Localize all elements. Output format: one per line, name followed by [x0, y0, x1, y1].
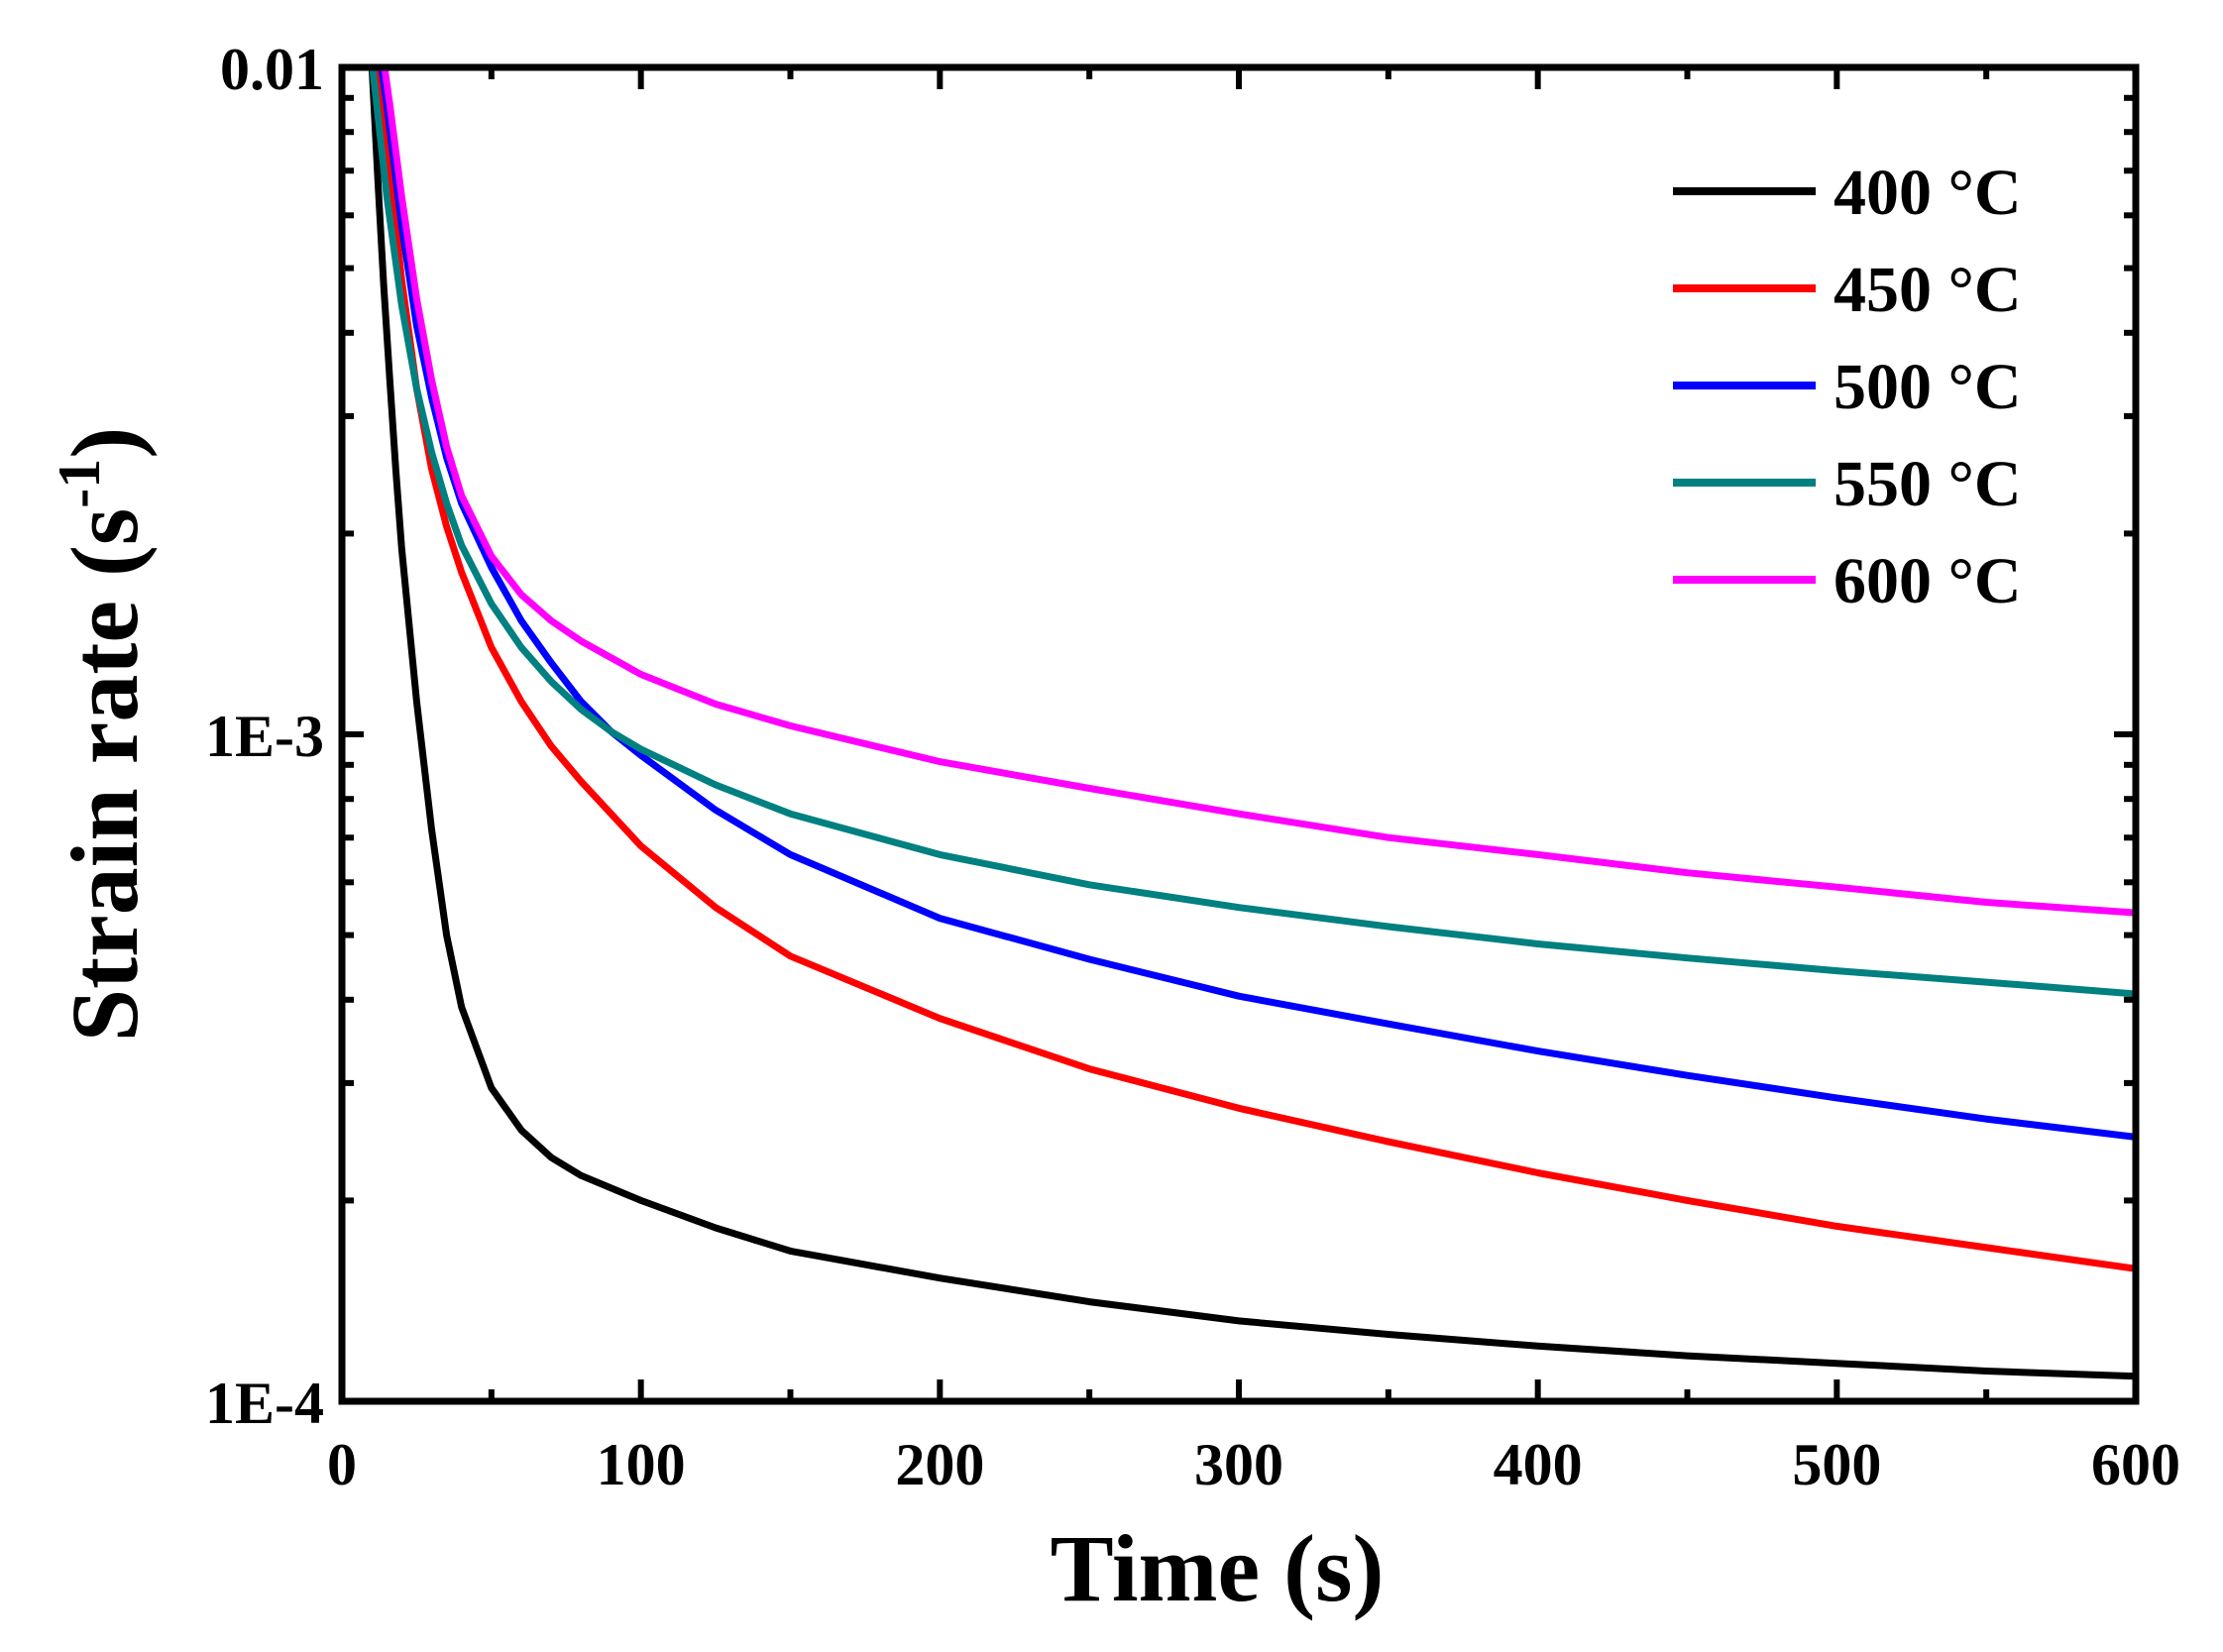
y-tick-label: 1E-3: [205, 704, 324, 769]
x-axis-title: Time (s): [1051, 1515, 1385, 1621]
legend-label-2: 500 °C: [1834, 351, 2022, 423]
y-axis-title-superscript: -1: [47, 459, 112, 508]
x-tick-label: 100: [597, 1432, 686, 1497]
x-tick-label: 400: [1494, 1432, 1583, 1497]
y-tick-label: 1E-4: [205, 1371, 324, 1436]
x-tick-label: 200: [895, 1432, 984, 1497]
legend-label-4: 600 °C: [1834, 545, 2022, 617]
y-tick-label: 0.01: [220, 37, 324, 102]
series-line-0: [368, 67, 2136, 1380]
x-tick-label: 500: [1792, 1432, 1881, 1497]
y-axis-title-main: Strain rate (s: [52, 508, 158, 1043]
legend-label-3: 550 °C: [1834, 448, 2022, 520]
y-axis-title-close: ): [52, 427, 158, 459]
y-axis-title: Strain rate (s-1): [47, 427, 158, 1043]
series-line-4: [381, 67, 2136, 917]
legend-label-0: 400 °C: [1834, 157, 2022, 229]
series-layer: [368, 67, 2136, 1380]
x-tick-label: 0: [327, 1432, 357, 1497]
legend-label-1: 450 °C: [1834, 254, 2022, 326]
ticks-layer: [339, 64, 2139, 1404]
x-tick-label: 300: [1194, 1432, 1283, 1497]
tick-labels-layer: 0 100 200 300 400 500 600 0.01 1E-3 1E-4: [205, 37, 2180, 1497]
legend: 400 °C 450 °C 500 °C 550 °C 600 °C: [1673, 157, 2022, 617]
series-line-3: [369, 67, 2136, 998]
x-tick-label: 600: [2091, 1432, 2180, 1497]
series-line-1: [375, 67, 2136, 1272]
